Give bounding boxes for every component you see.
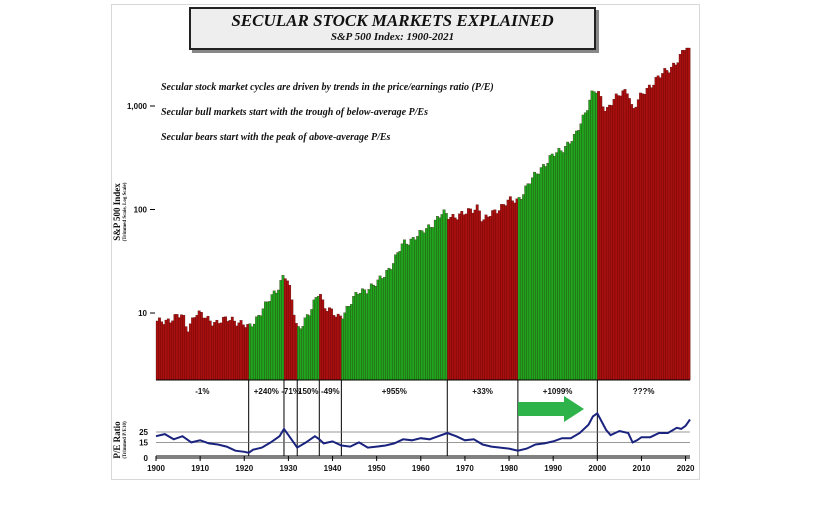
period-label: -49% xyxy=(321,387,340,396)
xtick-label: 1990 xyxy=(544,464,562,473)
period-separators xyxy=(156,379,690,457)
xtick-label: 2010 xyxy=(633,464,651,473)
annotation-1: Secular stock market cycles are driven b… xyxy=(161,82,494,93)
period-label: +955% xyxy=(382,387,407,396)
index-ytick-label: 10 xyxy=(138,309,147,318)
chart-subtitle: S&P 500 Index: 1900-2021 xyxy=(330,31,455,43)
index-ylabel-sub: (Trimmed Scale, Log Scale) xyxy=(123,182,128,241)
pe-ytick-label: 0 xyxy=(144,454,149,463)
period-label: +33% xyxy=(472,387,493,396)
xtick-label: 1960 xyxy=(412,464,430,473)
xtick-label: 2000 xyxy=(588,464,606,473)
period-label: -1% xyxy=(195,387,209,396)
index-ytick-label: 100 xyxy=(134,206,148,215)
annotation-2: Secular bull markets start with the trou… xyxy=(161,107,428,118)
period-label: +1099% xyxy=(543,387,573,396)
pe-ytick-label: 15 xyxy=(139,438,148,447)
index-bars xyxy=(155,47,691,381)
period-labels: -1% +240% -71%150% -49% +955% +33% +1099%???% xyxy=(195,387,654,396)
xtick-label: 1950 xyxy=(368,464,386,473)
pe-ytick-label: 25 xyxy=(139,428,148,437)
title-box: SECULAR STOCK MARKETS EXPLAINED S&P 500 … xyxy=(189,7,596,50)
period-label: -71% xyxy=(281,387,300,396)
xtick-label: 2020 xyxy=(677,464,695,473)
xtick-label: 1940 xyxy=(324,464,342,473)
period-label: 150% xyxy=(298,387,318,396)
xtick-label: 1910 xyxy=(191,464,209,473)
pe-ratio-line xyxy=(155,411,691,454)
period-label: +240% xyxy=(254,387,279,396)
pe-ylabel: P/E Ratio xyxy=(112,421,122,459)
index-ytick-label: 1,000 xyxy=(127,102,148,111)
index-y-axis: 10 100 1,000 xyxy=(127,102,155,318)
period-label: ???% xyxy=(633,387,655,396)
index-ylabel: S&P 500 Index xyxy=(112,183,122,241)
annotation-3: Secular bears start with the peak of abo… xyxy=(161,132,391,143)
pe-peak-arrow xyxy=(518,396,584,422)
year-x-axis: 1900 1910 1920 1930 1940 1950 1960 1970 1980 1990… xyxy=(147,456,695,473)
xtick-label: 1900 xyxy=(147,464,165,473)
pe-ylabel-sub: (Trimmed P/E10) xyxy=(123,421,128,459)
pe-gridlines xyxy=(156,431,690,443)
xtick-label: 1980 xyxy=(500,464,518,473)
chart-title: SECULAR STOCK MARKETS EXPLAINED xyxy=(231,11,554,30)
xtick-label: 1930 xyxy=(279,464,297,473)
xtick-label: 1920 xyxy=(235,464,253,473)
arrow-icon xyxy=(518,396,584,422)
xtick-label: 1970 xyxy=(456,464,474,473)
index-bar xyxy=(687,47,691,381)
